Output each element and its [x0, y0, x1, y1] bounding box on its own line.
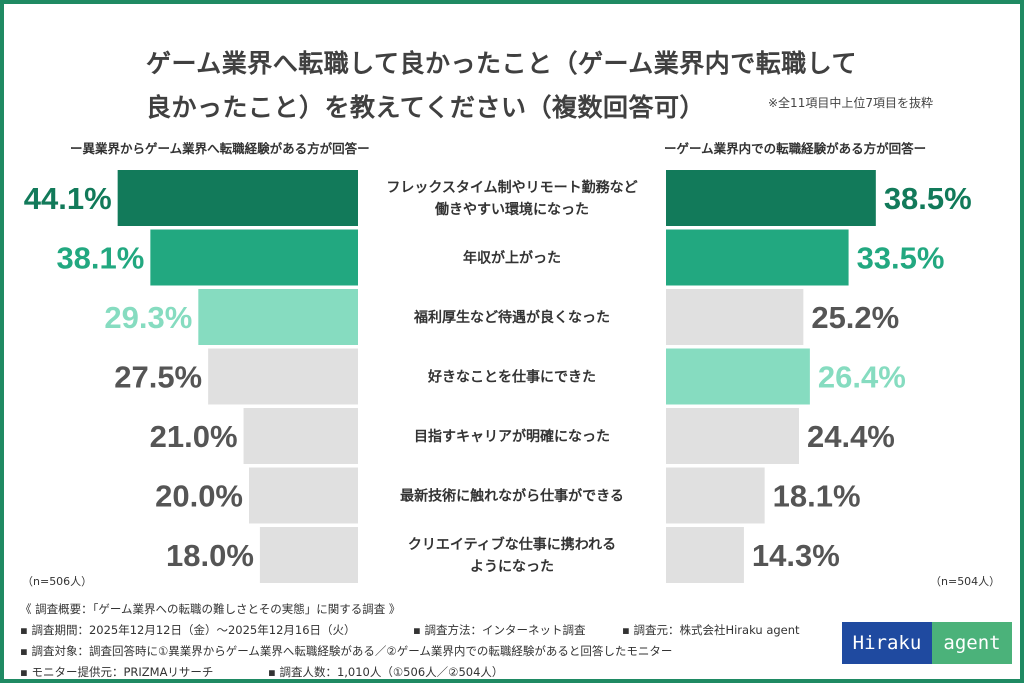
- left-subtitle: ー異業界からゲーム業界へ転職経験がある方が回答ー: [70, 141, 370, 156]
- left-value-label: 18.0%: [166, 538, 254, 573]
- right-value-label: 25.2%: [811, 300, 899, 335]
- left-value-label: 44.1%: [24, 181, 112, 216]
- left-value-label: 27.5%: [114, 360, 202, 395]
- right-value-label: 14.3%: [752, 538, 840, 573]
- category-label: 目指すキャリアが明確になった: [414, 428, 610, 445]
- right-n: （n=504人）: [930, 575, 1001, 588]
- left-value-label: 38.1%: [56, 241, 144, 276]
- right-value-label: 18.1%: [773, 479, 861, 514]
- left-bar: [208, 348, 358, 405]
- category-label: 最新技術に触れながら仕事ができる: [400, 488, 624, 505]
- category-label: 福利厚生など待遇が良くなった: [413, 309, 610, 326]
- hiraku-agent-logo: Hiraku agent: [842, 622, 1012, 664]
- footer-summary: 《 調査概要：「ゲーム業界への転職の難しさとその実態」に関する調査 》: [20, 602, 401, 616]
- category-label: 働きやすい環境になった: [434, 201, 589, 218]
- right-bar: [666, 348, 810, 405]
- left-bar: [243, 408, 358, 464]
- footer-method: ▪ 調査方法：インターネット調査: [413, 623, 586, 637]
- left-bar: [150, 229, 358, 286]
- right-value-label: 33.5%: [857, 241, 945, 276]
- footer-target: ▪ 調査対象：調査回答時に①異業界からゲーム業界へ転職経験がある／②ゲーム業界内…: [20, 644, 673, 658]
- right-value-label: 24.4%: [807, 419, 895, 454]
- note: ※全11項目中上位7項目を抜粋: [768, 96, 933, 110]
- category-label: 年収が上がった: [463, 250, 561, 267]
- left-value-label: 21.0%: [150, 419, 238, 454]
- category-label: 好きなことを仕事にできた: [427, 369, 596, 386]
- left-bar: [198, 289, 358, 345]
- left-bar: [259, 527, 358, 583]
- right-bar: [666, 170, 876, 226]
- logo-part2: agent: [932, 622, 1012, 664]
- footer-provider: ▪ モニター提供元：PRIZMAリサーチ: [20, 665, 214, 679]
- right-value-label: 38.5%: [884, 181, 972, 216]
- right-bar: [666, 408, 799, 464]
- left-value-label: 29.3%: [104, 300, 192, 335]
- title-line-1: ゲーム業界へ転職して良かったこと（ゲーム業界内で転職して: [146, 49, 858, 78]
- left-bar: [117, 170, 358, 226]
- footer-source: ▪ 調査元：株式会社Hiraku agent: [622, 623, 800, 637]
- category-label: ようになった: [470, 559, 554, 575]
- chart-title: ゲーム業界へ転職して良かったこと（ゲーム業界内で転職して 良かったこと）を教えて…: [146, 42, 857, 130]
- left-value-label: 20.0%: [155, 479, 243, 514]
- footer-count: ▪ 調査人数：1,010人（①506人／②504人）: [268, 665, 504, 679]
- right-bar: [666, 229, 849, 286]
- right-bar: [666, 467, 765, 524]
- category-label: フレックスタイム制やリモート勤務など: [386, 179, 637, 196]
- title-line-2: 良かったこと）を教えてください（複数回答可）: [146, 93, 706, 122]
- left-n: （n=506人）: [22, 575, 93, 588]
- right-value-label: 26.4%: [818, 360, 906, 395]
- left-bar: [249, 467, 358, 524]
- category-label: クリエイティブな仕事に携われる: [408, 536, 616, 553]
- right-bar: [666, 527, 744, 583]
- right-bar: [666, 289, 804, 345]
- right-subtitle: ーゲーム業界内での転職経験がある方が回答ー: [664, 141, 927, 156]
- logo-part1: Hiraku: [842, 622, 932, 664]
- footer-period: ▪ 調査期間：2025年12月12日（金）～2025年12月16日（火）: [20, 623, 356, 637]
